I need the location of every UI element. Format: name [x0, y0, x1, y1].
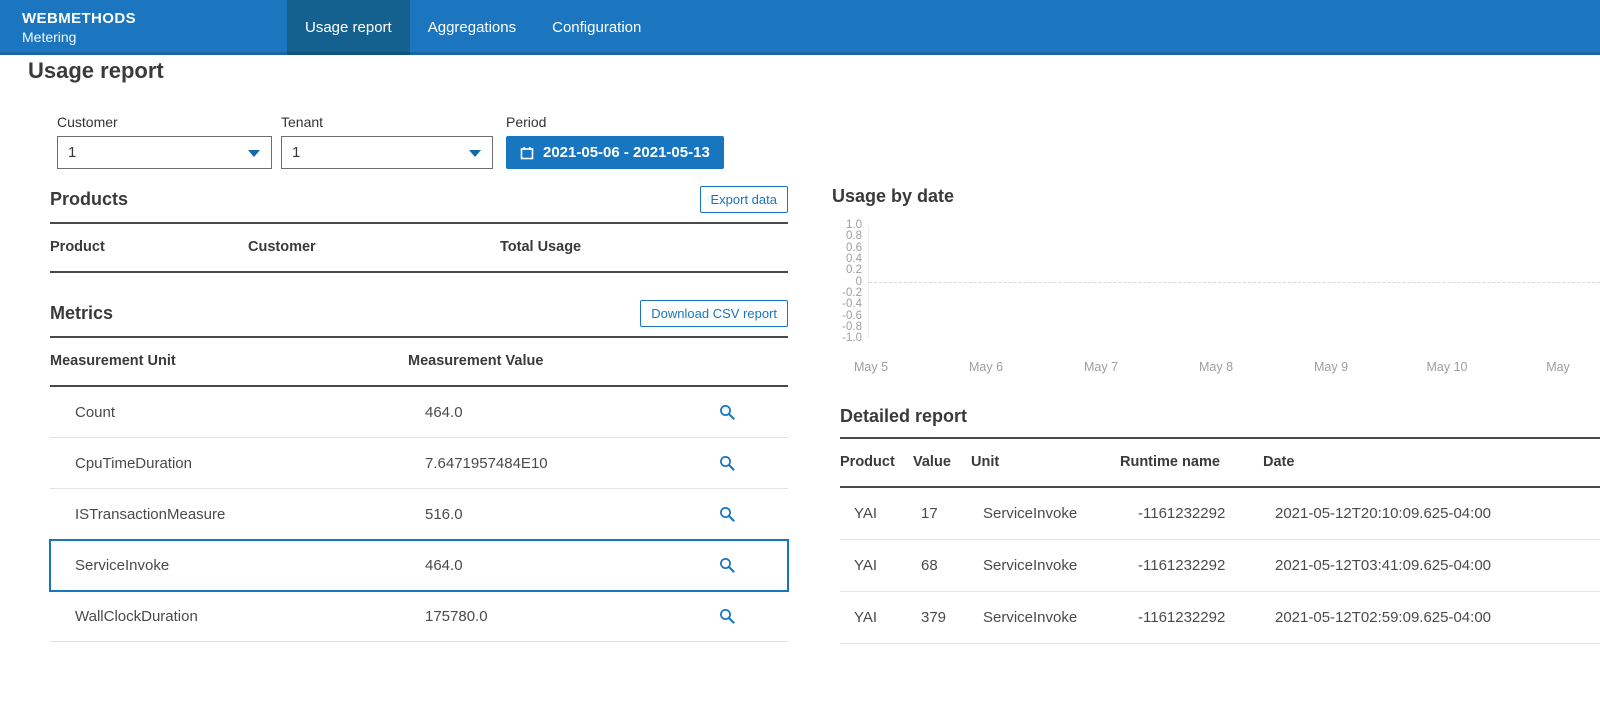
x-tick: May 6: [969, 360, 1003, 374]
metric-value: 175780.0: [408, 608, 668, 625]
products-col-product: Product: [50, 239, 248, 255]
customer-label: Customer: [57, 114, 272, 130]
x-tick: May 8: [1199, 360, 1233, 374]
app-window: WEBMETHODS Metering Usage report Aggrega…: [0, 0, 1600, 728]
metrics-title: Metrics: [50, 303, 113, 324]
search-icon[interactable]: [717, 555, 738, 576]
x-tick: May 7: [1084, 360, 1118, 374]
filter-bar: Customer 1 Tenant 1 Period 2021-05-06 - …: [57, 114, 724, 169]
metric-unit: Count: [50, 404, 408, 421]
chart-x-axis: May 5 May 6 May 7 May 8 May 9 May 10 May: [868, 360, 1600, 376]
products-col-total-usage: Total Usage: [500, 239, 788, 255]
detail-runtime: -1161232292: [1120, 557, 1263, 574]
detail-product: YAI: [840, 609, 913, 626]
chart-y-axis: 1.0 0.8 0.6 0.4 0.2 0 -0.2 -0.4 -0.6 -0.…: [832, 220, 862, 345]
divider: [50, 271, 788, 273]
detail-col-date: Date: [1263, 454, 1600, 470]
detail-row: YAI 17 ServiceInvoke -1161232292 2021-05…: [840, 488, 1600, 540]
customer-filter: Customer 1: [57, 114, 272, 169]
customer-select[interactable]: 1: [57, 136, 272, 169]
detail-product: YAI: [840, 505, 913, 522]
metric-row-wallclockduration[interactable]: WallClockDuration 175780.0: [50, 591, 788, 642]
products-col-customer: Customer: [248, 239, 500, 255]
detail-col-runtime-name: Runtime name: [1120, 454, 1263, 470]
detail-value: 17: [913, 505, 971, 522]
metric-row-serviceinvoke-selected[interactable]: ServiceInvoke 464.0: [50, 540, 788, 591]
metric-value: 464.0: [408, 557, 668, 574]
period-range-button[interactable]: 2021-05-06 - 2021-05-13: [506, 136, 724, 169]
x-tick: May: [1546, 360, 1570, 374]
metrics-col-unit: Measurement Unit: [50, 353, 408, 369]
detail-value: 68: [913, 557, 971, 574]
x-tick: May 10: [1427, 360, 1468, 374]
metric-unit: ServiceInvoke: [50, 557, 408, 574]
tab-usage-report[interactable]: Usage report: [287, 0, 410, 55]
search-icon[interactable]: [717, 504, 738, 525]
metric-value: 7.6471957484E10: [408, 455, 668, 472]
detail-unit: ServiceInvoke: [971, 505, 1120, 522]
metrics-col-value: Measurement Value: [408, 353, 668, 369]
detail-col-value: Value: [913, 454, 971, 470]
metric-row-istransactionmeasure[interactable]: ISTransactionMeasure 516.0: [50, 489, 788, 540]
chart-plot-area: [868, 226, 1600, 339]
chevron-down-icon: [469, 150, 481, 157]
detail-date: 2021-05-12T20:10:09.625-04:00: [1263, 505, 1600, 522]
download-csv-button[interactable]: Download CSV report: [640, 300, 788, 327]
detail-unit: ServiceInvoke: [971, 609, 1120, 626]
period-label: Period: [506, 114, 724, 130]
detail-value: 379: [913, 609, 971, 626]
metric-value: 516.0: [408, 506, 668, 523]
brand-product: Metering: [22, 28, 136, 46]
products-title: Products: [50, 189, 128, 210]
detailed-report-title: Detailed report: [840, 406, 1600, 427]
metric-row-cputimeduration[interactable]: CpuTimeDuration 7.6471957484E10: [50, 438, 788, 489]
tenant-filter: Tenant 1: [281, 114, 493, 169]
top-nav: WEBMETHODS Metering Usage report Aggrega…: [0, 0, 1600, 55]
period-range-value: 2021-05-06 - 2021-05-13: [543, 144, 710, 161]
search-icon[interactable]: [717, 453, 738, 474]
x-tick: May 9: [1314, 360, 1348, 374]
metric-unit: CpuTimeDuration: [50, 455, 408, 472]
detail-runtime: -1161232292: [1120, 505, 1263, 522]
metric-unit: WallClockDuration: [50, 608, 408, 625]
tenant-select[interactable]: 1: [281, 136, 493, 169]
detail-col-unit: Unit: [971, 454, 1120, 470]
products-section: Products Export data Product Customer To…: [50, 186, 788, 273]
tab-configuration[interactable]: Configuration: [534, 0, 659, 55]
page-title: Usage report: [28, 58, 164, 84]
detail-unit: ServiceInvoke: [971, 557, 1120, 574]
detail-date: 2021-05-12T02:59:09.625-04:00: [1263, 609, 1600, 626]
tab-aggregations[interactable]: Aggregations: [410, 0, 534, 55]
tenant-label: Tenant: [281, 114, 493, 130]
metric-value: 464.0: [408, 404, 668, 421]
chevron-down-icon: [248, 150, 260, 157]
detail-row: YAI 68 ServiceInvoke -1161232292 2021-05…: [840, 540, 1600, 592]
search-icon[interactable]: [717, 606, 738, 627]
brand-name: WEBMETHODS: [22, 9, 136, 28]
detail-col-product: Product: [840, 454, 913, 470]
chart-zero-gridline: [869, 282, 1600, 283]
search-icon[interactable]: [717, 402, 738, 423]
metric-unit: ISTransactionMeasure: [50, 506, 408, 523]
metric-row-count[interactable]: Count 464.0: [50, 387, 788, 438]
export-data-button[interactable]: Export data: [700, 186, 789, 213]
nav-tabs: Usage report Aggregations Configuration: [287, 0, 659, 55]
y-tick: -1.0: [832, 333, 862, 344]
detail-runtime: -1161232292: [1120, 609, 1263, 626]
calendar-icon: [520, 146, 534, 160]
tenant-select-value: 1: [292, 144, 300, 161]
detail-date: 2021-05-12T03:41:09.625-04:00: [1263, 557, 1600, 574]
customer-select-value: 1: [68, 144, 76, 161]
detail-row: YAI 379 ServiceInvoke -1161232292 2021-0…: [840, 592, 1600, 644]
detailed-report-section: Detailed report Product Value Unit Runti…: [840, 406, 1600, 644]
metrics-section: Metrics Download CSV report Measurement …: [50, 300, 788, 642]
x-tick: May 5: [854, 360, 888, 374]
detail-product: YAI: [840, 557, 913, 574]
chart-title: Usage by date: [832, 186, 1600, 207]
period-filter: Period 2021-05-06 - 2021-05-13: [506, 114, 724, 169]
usage-by-date-chart: Usage by date 1.0 0.8 0.6 0.4 0.2 0 -0.2…: [832, 186, 1600, 386]
brand-logo: WEBMETHODS Metering: [22, 9, 136, 46]
y-tick: 0.8: [832, 231, 862, 242]
